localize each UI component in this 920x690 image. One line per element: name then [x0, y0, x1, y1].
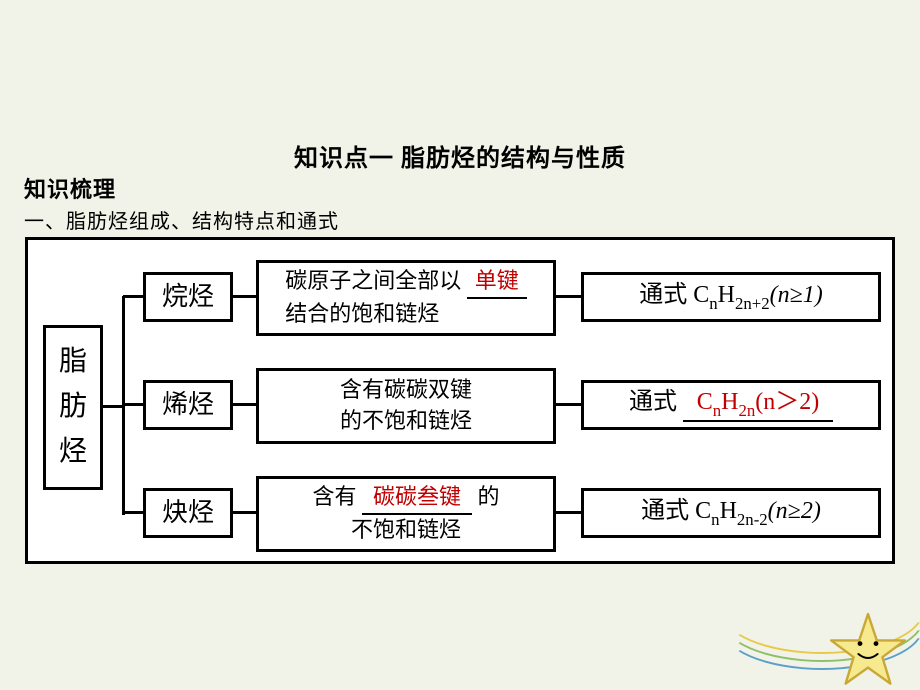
- blank-answer-3: 碳碳叁键: [362, 482, 472, 515]
- formula-label: 通式: [629, 389, 677, 415]
- description-text: 碳原子之间全部以 单键 结合的饱和链烃: [277, 262, 535, 334]
- blank-text: 单键: [475, 268, 519, 293]
- formula-c-sub: n: [711, 510, 719, 529]
- hierarchy-diagram: 脂 肪 烃 烷烃 烯烃 炔烃 碳原子之间全部以 单键 结合的饱和链烃: [25, 237, 895, 564]
- formula-c-sub: n: [713, 401, 721, 420]
- formula-h-sub: 2n: [738, 401, 755, 420]
- section-subheading: 一、脂肪烃组成、结构特点和通式: [24, 205, 339, 234]
- formula-text: 通式 CnH2n+2(n≥1): [639, 281, 823, 313]
- formula-c: C: [695, 498, 711, 524]
- formula-node-1: 通式 CnH2n+2(n≥1): [581, 272, 881, 322]
- formula-label: 通式: [639, 282, 687, 308]
- category-label: 炔烃: [162, 497, 214, 528]
- desc1-pre: 碳原子之间全部以: [285, 268, 461, 293]
- blank-text: 碳碳叁键: [373, 484, 461, 509]
- formula-tail: (n≥2): [768, 498, 821, 524]
- category-label: 烯烃: [162, 389, 214, 420]
- formula-label: 通式: [641, 498, 689, 524]
- formula-node-3: 通式 CnH2n-2(n≥2): [581, 488, 881, 538]
- root-char-2: 肪: [59, 385, 87, 430]
- formula-h: H: [721, 389, 738, 415]
- star-icon: [828, 610, 908, 690]
- root-char-1: 脂: [59, 340, 87, 385]
- formula-text: 通式 CnH2n(n＞2): [629, 388, 833, 422]
- formula-c: C: [693, 282, 709, 308]
- formula-text: 通式 CnH2n-2(n≥2): [641, 497, 821, 529]
- category-node-alkane: 烷烃: [143, 272, 233, 322]
- formula-tail: (n＞2): [755, 389, 819, 415]
- description-text: 含有 碳碳叁键 的 不饱和链烃: [304, 478, 507, 550]
- desc3-line2: 不饱和链烃: [351, 517, 461, 542]
- desc3-pre: 含有: [312, 484, 356, 509]
- blank-answer-1: 单键: [467, 266, 527, 299]
- formula-c-sub: n: [709, 294, 717, 313]
- desc2-line2: 的不饱和链烃: [340, 408, 472, 433]
- page: 知识点一 脂肪烃的结构与性质 知识梳理 一、脂肪烃组成、结构特点和通式 脂 肪 …: [0, 0, 920, 690]
- description-text: 含有碳碳双键 的不饱和链烃: [332, 371, 480, 441]
- blank-text: CnH2n(n＞2): [697, 389, 820, 415]
- desc2-line1: 含有碳碳双键: [340, 377, 472, 402]
- formula-h-sub: 2n-2: [737, 510, 768, 529]
- category-label: 烷烃: [162, 281, 214, 312]
- description-node-2: 含有碳碳双键 的不饱和链烃: [256, 368, 556, 444]
- root-node: 脂 肪 烃: [43, 325, 103, 490]
- formula-h: H: [720, 498, 737, 524]
- formula-h: H: [718, 282, 735, 308]
- formula-node-2: 通式 CnH2n(n＞2): [581, 380, 881, 430]
- desc3-post: 的: [478, 484, 500, 509]
- category-node-alkene: 烯烃: [143, 380, 233, 430]
- section-heading: 知识梳理: [24, 172, 116, 204]
- formula-tail: (n≥1): [770, 282, 823, 308]
- category-node-alkyne: 炔烃: [143, 488, 233, 538]
- root-char-3: 烃: [59, 430, 87, 475]
- formula-c: C: [697, 389, 713, 415]
- blank-answer-formula: CnH2n(n＞2): [683, 388, 833, 422]
- description-node-1: 碳原子之间全部以 单键 结合的饱和链烃: [256, 260, 556, 336]
- desc1-line2: 结合的饱和链烃: [285, 301, 439, 326]
- page-title: 知识点一 脂肪烃的结构与性质: [0, 138, 920, 173]
- formula-h-sub: 2n+2: [735, 294, 770, 313]
- description-node-3: 含有 碳碳叁键 的 不饱和链烃: [256, 476, 556, 552]
